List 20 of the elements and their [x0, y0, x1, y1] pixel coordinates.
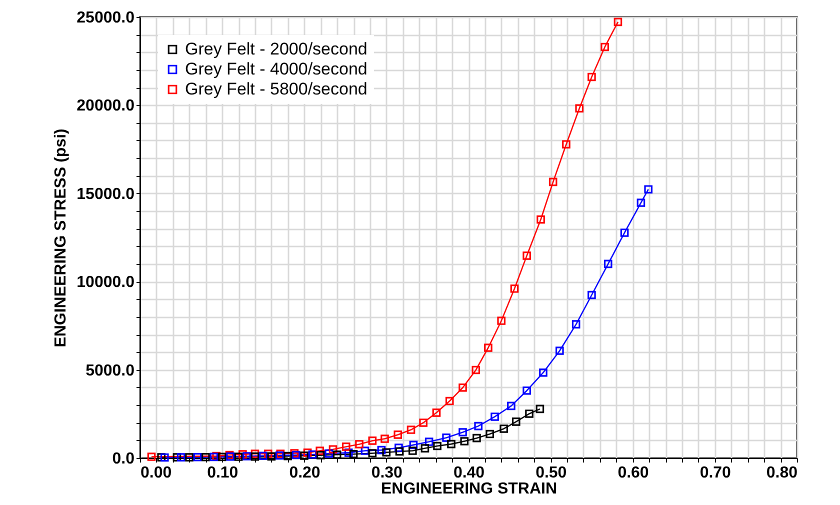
y-tick-label: 20000.0 [76, 98, 135, 115]
x-tick-label: 0.50 [536, 464, 567, 482]
legend-label: Grey Felt - 4000/second [185, 60, 368, 78]
y-tick-label: 10000.0 [76, 274, 135, 292]
legend-label: Grey Felt - 2000/second [185, 40, 368, 58]
x-tick-label: 0.70 [700, 464, 732, 482]
y-tick-label: 5000.0 [86, 362, 135, 380]
legend-label: Grey Felt - 5800/second [185, 80, 368, 98]
x-tick-label: 0.00 [140, 464, 172, 482]
x-tick-label: 0.40 [453, 464, 485, 482]
x-tick-label: 0.20 [289, 464, 320, 482]
y-tick-label: 25000.0 [76, 10, 135, 26]
x-tick-label: 0.80 [766, 464, 798, 482]
y-axis-title: ENGINEERING STRESS (psi) [52, 128, 70, 348]
x-tick-label: 0.60 [618, 464, 649, 482]
y-tick-label: 0.0 [112, 450, 135, 468]
x-tick-label: 0.30 [371, 464, 403, 482]
y-tick-label: 15000.0 [76, 186, 135, 203]
x-axis-title: ENGINEERING STRAIN [380, 480, 558, 498]
x-tick-label: 0.10 [207, 464, 238, 482]
